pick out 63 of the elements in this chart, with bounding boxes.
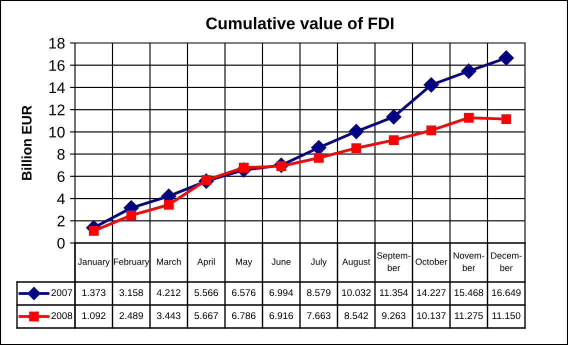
point: [348, 124, 364, 140]
x-tick-label: Novem- ber: [454, 252, 484, 272]
point: [464, 112, 474, 123]
y-tick-label: 18: [49, 38, 65, 49]
data-label: 10.032: [342, 289, 371, 296]
legend-label: 2007: [51, 289, 72, 296]
data-label: 7.663: [307, 312, 330, 320]
y-tick-label: 2: [58, 216, 65, 226]
x-tick-label: February: [114, 258, 150, 267]
x-tick-label: Decem- ber: [491, 252, 522, 272]
point: [126, 210, 136, 220]
data-label: 6.786: [232, 312, 256, 320]
point: [426, 126, 436, 136]
x-tick-label: January: [78, 258, 110, 267]
data-label: 15.468: [454, 289, 484, 296]
data-label: 1.092: [82, 312, 106, 320]
data-label: 11.354: [380, 289, 408, 296]
point: [314, 152, 324, 163]
y-tick-label: 6: [58, 171, 65, 182]
point: [498, 50, 514, 66]
y-tick-label: 0: [57, 238, 65, 249]
chart-title: Cumulative value of FDI: [206, 17, 394, 30]
data-label: 4.212: [156, 289, 180, 296]
x-tick-label: May: [236, 258, 252, 267]
data-label: 11.275: [454, 312, 483, 320]
y-tick-label: 16: [49, 60, 65, 71]
data-label: 8.542: [344, 312, 368, 320]
data-label: 5.667: [194, 312, 218, 320]
point: [386, 109, 402, 124]
x-tick-label: August: [342, 258, 370, 267]
y-tick-label: 14: [49, 82, 65, 93]
y-axis-title: Billion EUR: [21, 105, 32, 180]
point: [388, 135, 399, 145]
x-tick-label: July: [310, 258, 327, 267]
x-tick-label: Septem- ber: [377, 252, 410, 272]
data-label: 2.489: [120, 312, 143, 320]
point: [351, 143, 362, 153]
data-label: 6.994: [270, 289, 294, 296]
x-tick-label: June: [272, 258, 291, 265]
data-label: 5.566: [194, 289, 218, 296]
x-tick-label: March: [156, 258, 181, 265]
x-tick-label: October: [416, 258, 448, 265]
data-label: 11.150: [492, 312, 520, 320]
data-label: 9.263: [382, 312, 406, 320]
point: [424, 77, 439, 92]
point: [501, 114, 512, 124]
data-label: 8.579: [307, 289, 330, 296]
point: [164, 200, 174, 210]
data-label: 3.158: [119, 289, 143, 296]
x-tick-label: April: [197, 258, 215, 267]
data-label: 1.373: [82, 289, 106, 296]
data-label: 14.227: [417, 289, 446, 296]
y-tick-label: 4: [57, 194, 65, 204]
y-tick-label: 10: [49, 126, 65, 138]
data-label: 10.137: [417, 312, 446, 320]
y-tick-label: 8: [57, 148, 65, 160]
data-label: 3.443: [156, 312, 180, 320]
legend-label: 2008: [51, 312, 72, 320]
point: [461, 64, 476, 79]
y-tick-label: 12: [49, 104, 65, 116]
data-label: 6.576: [232, 289, 256, 296]
data-label: 16.649: [492, 289, 521, 296]
data-label: 6.916: [270, 312, 293, 320]
